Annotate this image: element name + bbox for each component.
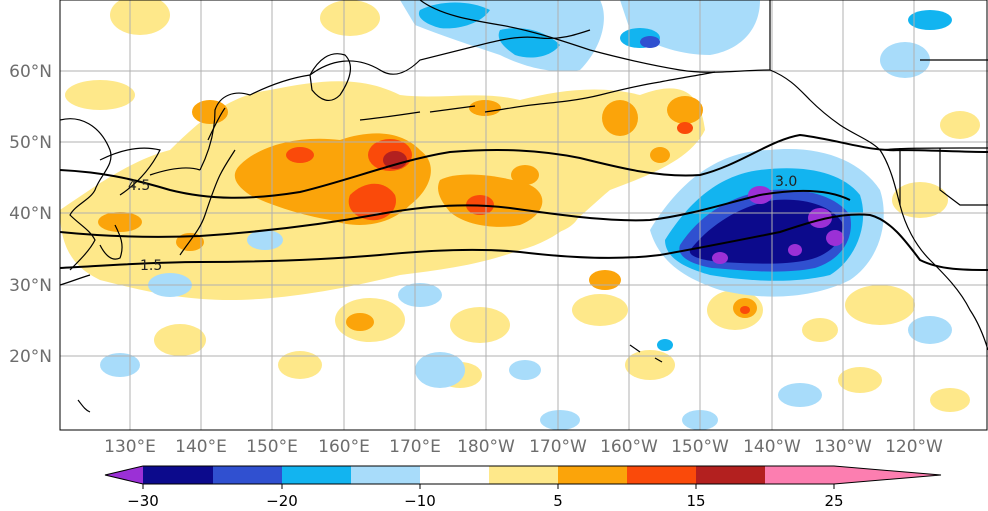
colorbar-segment [765,466,834,484]
latitude-labels: 60°N 50°N 40°N 30°N 20°N [9,62,52,367]
lon-label-140w: 140°W [743,437,801,457]
lon-label-140e: 140°E [175,437,227,457]
lat-label-20n: 20°N [9,347,52,367]
colorbar-tick-label: −10 [404,492,436,510]
colorbar-segment [420,466,489,484]
colorbar-segment [489,466,558,484]
lat-label-30n: 30°N [9,276,52,296]
colorbar-low-extension [105,466,143,484]
lon-label-170e: 170°E [389,437,441,457]
lon-label-180w: 180°W [457,437,515,457]
contour-label-3-0: 3.0 [775,174,797,190]
anomaly-shading [60,0,980,430]
lat-label-60n: 60°N [9,62,52,82]
colorbar-tick-label: 5 [553,492,563,510]
longitude-labels: 130°E 140°E 150°E 160°E 170°E 180°W 170°… [104,437,943,457]
coastlines [60,0,988,413]
colorbar-tick-label: −20 [266,492,298,510]
colorbar-tick-label: −30 [127,492,159,510]
map-frame [59,0,988,431]
shading-minus25-minus20 [689,199,843,264]
lon-label-160w: 160°W [600,437,658,457]
colorbar-segment [143,466,213,484]
lon-label-150e: 150°E [246,437,298,457]
lon-label-150w: 150°W [671,437,729,457]
colorbar: −30 −20 −10 5 15 25 [104,465,942,510]
shading-20-25 [383,151,407,169]
lat-label-50n: 50°N [9,133,52,153]
contour-label-1-5: 1.5 [140,258,162,274]
colorbar-ticks [142,484,835,489]
height-contours [60,133,988,271]
colorbar-segment [558,466,627,484]
colorbar-segment [213,466,282,484]
lon-label-160e: 160°E [318,437,370,457]
map-panel: 4.5 3.0 1.5 [59,0,988,431]
lon-label-130w: 130°W [814,437,872,457]
lon-label-130e: 130°E [104,437,156,457]
lat-label-40n: 40°N [9,204,52,224]
contour-label-4-5: 4.5 [128,178,150,194]
colorbar-tick-label: 25 [824,492,843,510]
colorbar-segment [627,466,696,484]
colorbar-high-extension [834,466,941,484]
colorbar-segment [351,466,420,484]
lon-label-170w: 170°W [529,437,587,457]
contour-labels: 4.5 3.0 1.5 [128,174,797,274]
colorbar-tick-label: 15 [686,492,705,510]
colorbar-segment [696,466,765,484]
lon-label-120w: 120°W [885,437,943,457]
colorbar-segment [282,466,351,484]
